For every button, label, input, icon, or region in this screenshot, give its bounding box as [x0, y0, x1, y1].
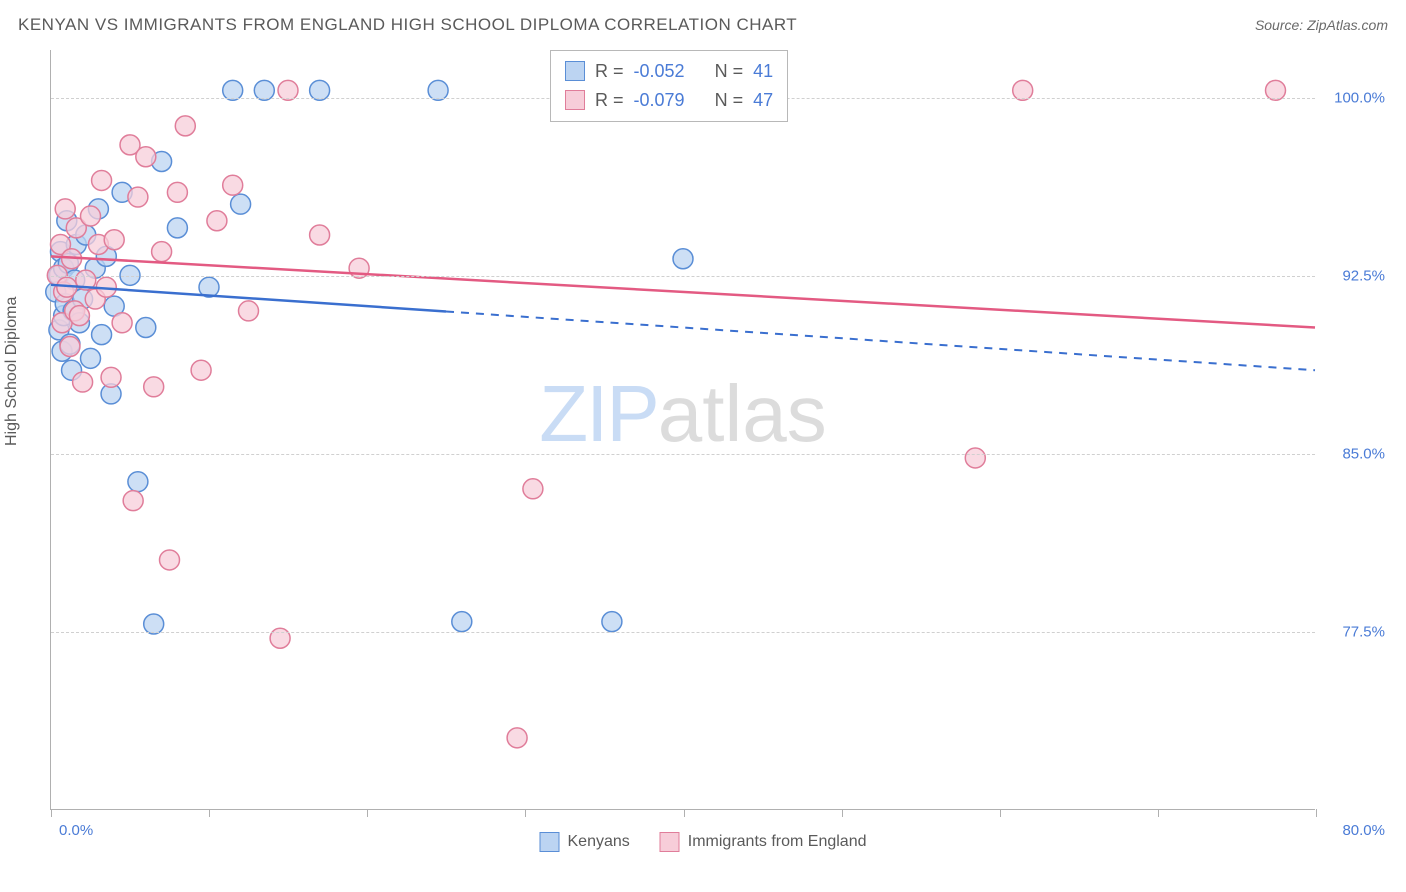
scatter-point: [523, 479, 543, 499]
swatch-england: [565, 90, 585, 110]
scatter-point: [167, 182, 187, 202]
ytick-label: 92.5%: [1325, 267, 1385, 284]
ytick-label: 100.0%: [1325, 89, 1385, 106]
scatter-point: [452, 612, 472, 632]
plot-svg: [51, 50, 1315, 809]
swatch-kenyans: [565, 61, 585, 81]
n-label: N =: [715, 86, 744, 115]
xtick-label-min: 0.0%: [59, 822, 93, 839]
scatter-point: [81, 348, 101, 368]
scatter-point: [60, 336, 80, 356]
scatter-point: [160, 550, 180, 570]
scatter-point: [104, 230, 124, 250]
ytick-label: 77.5%: [1325, 623, 1385, 640]
chart-title: KENYAN VS IMMIGRANTS FROM ENGLAND HIGH S…: [18, 15, 797, 35]
scatter-point: [101, 367, 121, 387]
r-label: R =: [595, 57, 624, 86]
scatter-point: [152, 242, 172, 262]
scatter-point: [602, 612, 622, 632]
y-axis-label: High School Diploma: [3, 297, 21, 446]
swatch-england-icon: [660, 832, 680, 852]
scatter-point: [136, 147, 156, 167]
scatter-point: [167, 218, 187, 238]
legend-label-kenyans: Kenyans: [568, 833, 630, 851]
r-label: R =: [595, 86, 624, 115]
scatter-point: [92, 325, 112, 345]
scatter-point: [73, 372, 93, 392]
chart-header: KENYAN VS IMMIGRANTS FROM ENGLAND HIGH S…: [18, 15, 1388, 35]
scatter-point: [310, 225, 330, 245]
n-value-kenyans: 41: [753, 57, 773, 86]
scatter-point: [207, 211, 227, 231]
scatter-point: [136, 318, 156, 338]
scatter-point: [223, 175, 243, 195]
scatter-point: [112, 313, 132, 333]
scatter-point: [231, 194, 251, 214]
n-value-england: 47: [753, 86, 773, 115]
legend-item-england: Immigrants from England: [660, 832, 867, 852]
scatter-point: [673, 249, 693, 269]
scatter-point: [144, 377, 164, 397]
scatter-point: [175, 116, 195, 136]
scatter-point: [128, 472, 148, 492]
r-value-kenyans: -0.052: [634, 57, 685, 86]
source-attribution: Source: ZipAtlas.com: [1255, 17, 1388, 33]
stats-row-england: R = -0.079 N = 47: [565, 86, 773, 115]
scatter-point: [965, 448, 985, 468]
scatter-point: [69, 306, 89, 326]
scatter-point: [191, 360, 211, 380]
swatch-kenyans-icon: [540, 832, 560, 852]
ytick-label: 85.0%: [1325, 445, 1385, 462]
scatter-point: [55, 199, 75, 219]
scatter-point: [239, 301, 259, 321]
scatter-point: [123, 491, 143, 511]
scatter-point: [92, 170, 112, 190]
stats-row-kenyans: R = -0.052 N = 41: [565, 57, 773, 86]
scatter-point: [507, 728, 527, 748]
stats-legend-box: R = -0.052 N = 41 R = -0.079 N = 47: [550, 50, 788, 122]
bottom-legend: Kenyans Immigrants from England: [540, 832, 867, 852]
scatter-point: [128, 187, 148, 207]
scatter-point: [81, 206, 101, 226]
r-value-england: -0.079: [634, 86, 685, 115]
legend-label-england: Immigrants from England: [688, 833, 867, 851]
n-label: N =: [715, 57, 744, 86]
plot-area: ZIPatlas 77.5%85.0%92.5%100.0%0.0%80.0%: [50, 50, 1315, 810]
xtick-label-max: 80.0%: [1342, 822, 1385, 839]
legend-item-kenyans: Kenyans: [540, 832, 630, 852]
